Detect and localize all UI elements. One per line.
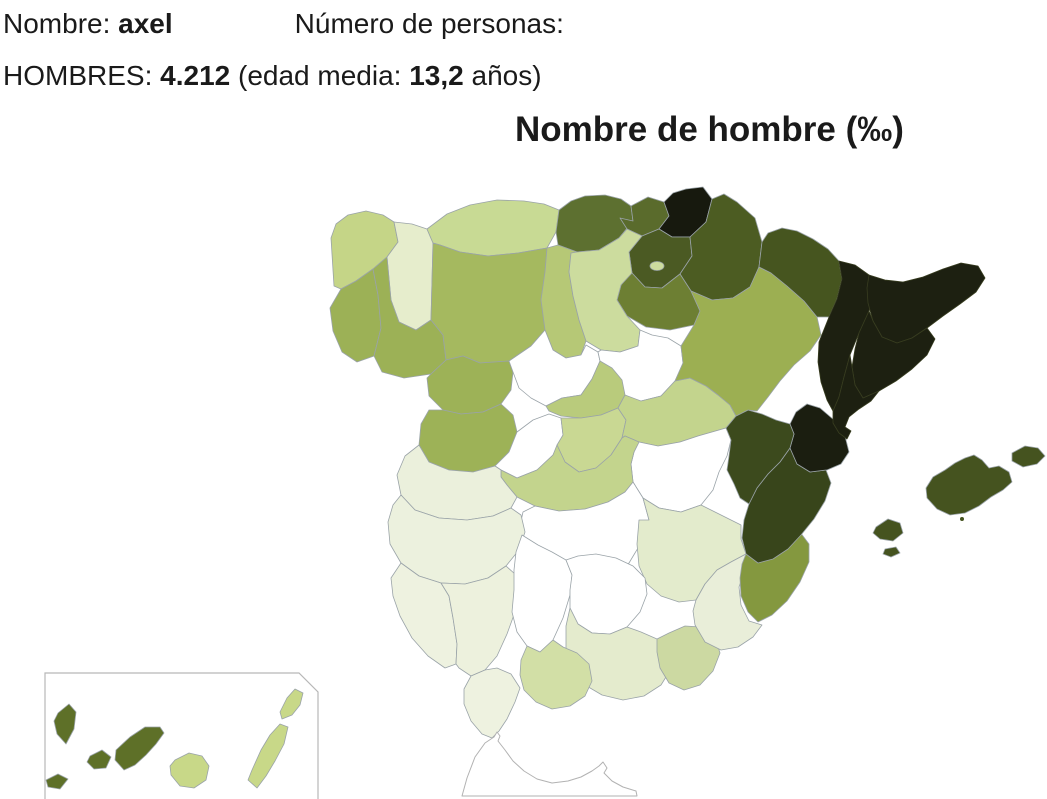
age-value: 13,2	[409, 60, 464, 91]
province-teruel	[725, 409, 795, 505]
ibiza-island	[872, 518, 904, 542]
name-label: Nombre:	[3, 8, 111, 39]
province-malaga	[519, 639, 593, 710]
tenerife-island	[114, 726, 165, 771]
gran-canaria-island	[169, 752, 210, 789]
la-palma-island	[53, 703, 77, 745]
lanzarote-island	[279, 688, 304, 720]
header-line-1: Nombre: axel Número de personas:	[3, 8, 564, 40]
africa-coastline	[461, 731, 638, 797]
province-tarragona	[832, 354, 880, 440]
province-burgos	[568, 228, 643, 353]
men-count: 4.212	[160, 60, 231, 91]
province-jaen	[565, 553, 648, 635]
province-santa-cruz-de-tenerife	[45, 703, 165, 790]
province-segovia	[545, 360, 626, 419]
name-value: axel	[118, 8, 173, 39]
province-cadiz	[463, 667, 521, 739]
province-caceres	[396, 444, 518, 521]
cabrera-island	[960, 517, 964, 521]
formentera-island	[882, 546, 901, 558]
province-almeria	[656, 625, 721, 691]
province-murcia	[692, 553, 763, 651]
fuerteventura-island	[247, 723, 289, 789]
province-sevilla	[440, 565, 520, 677]
el-hierro-island	[45, 773, 69, 790]
province-illes-balears	[872, 445, 1046, 558]
canary-inset-box	[44, 672, 319, 799]
persons-label: Número de personas:	[294, 8, 564, 39]
age-suffix: años)	[471, 60, 542, 91]
menorca-island	[1011, 445, 1046, 468]
trevino-enclave	[649, 261, 665, 271]
mallorca-island	[925, 454, 1013, 516]
la-gomera-island	[86, 749, 112, 770]
header-line-2: HOMBRES: 4.212 (edad media: 13,2 años)	[3, 60, 542, 92]
province-barcelona	[851, 310, 936, 399]
age-prefix: (edad media:	[238, 60, 402, 91]
province-leon	[430, 242, 548, 364]
men-label: HOMBRES:	[3, 60, 153, 91]
map-title: Nombre de hombre (‰)	[515, 110, 904, 149]
province-las-palmas	[169, 688, 304, 789]
